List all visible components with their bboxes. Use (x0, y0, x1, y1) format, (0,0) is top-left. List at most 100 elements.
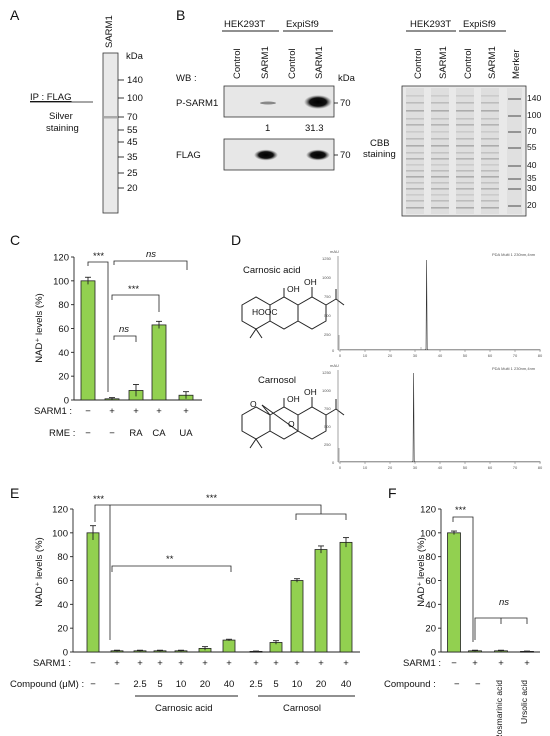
cbb-band (481, 194, 499, 196)
cbb-band (406, 176, 424, 178)
xtick-label: 0 (339, 465, 342, 470)
cbb-band (431, 131, 449, 133)
panel-f-row1: − + + + (451, 658, 530, 669)
panel-f: F NAD⁺ levels (%) 0 20 40 60 80 100 120 *** ns… (384, 485, 540, 736)
row-sarm1-label: SARM1 : (33, 658, 71, 669)
cbb-band (406, 170, 424, 172)
lane-label: Control (232, 48, 243, 79)
ytick-label: 40 (425, 600, 436, 611)
cbb-band (406, 124, 424, 126)
cbb-marker-band (508, 188, 521, 190)
row-value: + (294, 658, 300, 669)
cbb-band (431, 182, 449, 184)
cbb-band (406, 102, 424, 104)
group-hek293t-cbb: HEK293T (410, 19, 451, 30)
panel-e-letter: E (10, 485, 19, 501)
group-oh: OH (287, 284, 300, 294)
row-value: + (109, 406, 115, 417)
compound-ursolic: Ursolic acid (519, 680, 529, 724)
cbb-band (431, 118, 449, 120)
compound-carnosol: Carnosol (258, 375, 296, 386)
cbb-band (406, 158, 424, 160)
cbb-marker-band (508, 98, 521, 100)
row-value: − (90, 658, 96, 669)
panel-b-kda: kDa (338, 73, 356, 84)
row-value: + (253, 658, 259, 669)
panel-a-markers: 140 100 70 55 45 35 25 20 (118, 75, 143, 194)
cbb-band (406, 131, 424, 133)
cbb-band (456, 176, 474, 178)
bracket-c-1 (87, 261, 109, 392)
row-value: + (178, 658, 184, 669)
xtick-label: 60 (488, 353, 493, 358)
cbb-band (406, 152, 424, 154)
cbb-band (456, 118, 474, 120)
cbb-marker-band (508, 205, 521, 207)
cbb-band (456, 124, 474, 126)
cbb-band (431, 200, 449, 202)
row-value: + (157, 658, 163, 669)
row-sarm1-label: SARM1 : (34, 406, 72, 417)
cbb-band (406, 110, 424, 112)
row-compound-label: Compound : (384, 679, 436, 690)
marker-label: 35 (127, 152, 138, 163)
cbb-band (456, 164, 474, 166)
row-value: 40 (224, 679, 235, 690)
cbb-band (481, 95, 499, 97)
svg-text:500: 500 (324, 424, 331, 429)
cbb-band (481, 102, 499, 104)
panel-e-ylabel: NAD⁺ levels (%) (34, 537, 45, 606)
group-hek293t: HEK293T (224, 19, 265, 30)
chrom-legend: PDA Multi 1 230nm,4nm (492, 366, 536, 371)
xtick-label: 50 (463, 465, 468, 470)
row-value: 10 (292, 679, 303, 690)
cbb-marker-band (508, 115, 521, 117)
chrom-unit: mAU (330, 363, 339, 368)
bar (80, 280, 96, 401)
row-sarm1-label: SARM1 : (403, 658, 441, 669)
panel-a-letter: A (10, 7, 20, 23)
cbb-band (431, 176, 449, 178)
cbb-band (406, 164, 424, 166)
cbb-band (456, 145, 474, 147)
cbb-lane (456, 88, 474, 214)
panel-d: D Carnosic acid Carnosol OH OH HOOC (231, 232, 543, 470)
row-value: RA (129, 428, 143, 439)
row-value: 20 (200, 679, 211, 690)
cbb-band (431, 95, 449, 97)
band-flag-hek (254, 149, 278, 161)
chrom-yticks: 1250 1000 750 500 250 0 (322, 370, 335, 465)
panel-b-letter: B (176, 7, 185, 23)
cbb-band (406, 207, 424, 209)
cbb-lane (406, 88, 424, 214)
xtick-label: 80 (538, 353, 543, 358)
row-value: + (226, 658, 232, 669)
cbb-band (481, 207, 499, 209)
cbb-band (481, 138, 499, 140)
row-compound-label: Compound (μM) : (10, 679, 84, 690)
xtick-label: 20 (388, 353, 393, 358)
bar (447, 532, 461, 653)
lane-label: Merker (511, 49, 522, 79)
svg-text:250: 250 (324, 442, 331, 447)
cbb-band (456, 207, 474, 209)
cbb-band (456, 102, 474, 104)
structure-carnosic-acid: OH OH HOOC (241, 277, 345, 339)
cbb-band (456, 131, 474, 133)
silver-stain-band (104, 116, 117, 119)
cbb-band (406, 138, 424, 140)
marker-label: 20 (127, 183, 138, 194)
ytick-label: 80 (58, 300, 69, 311)
svg-text:1000: 1000 (322, 275, 332, 280)
ytick-label: 80 (425, 552, 436, 563)
bracket-e-2 (295, 513, 347, 520)
ytick-label: 120 (420, 505, 436, 516)
sig-c-2: *** (128, 284, 139, 295)
ytick-label: 20 (425, 624, 436, 635)
group-oh: OH (304, 277, 317, 287)
chrom-legend: PDA Multi 1 230nm,4nm (492, 252, 536, 257)
ytick-label: 100 (52, 528, 68, 539)
peak-carnosic-acid (424, 259, 429, 350)
marker-label: 100 (127, 93, 143, 104)
cbb-band (431, 124, 449, 126)
